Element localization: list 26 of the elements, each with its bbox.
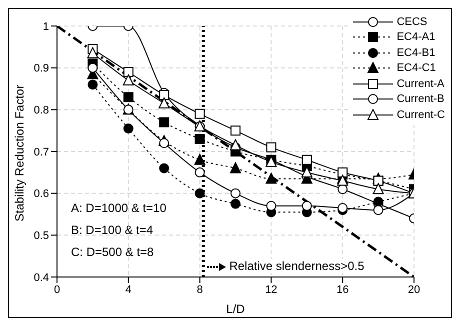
- y-tick-label: 0.9: [34, 62, 49, 75]
- y-axis-title: Stability Reduction Factor: [12, 84, 26, 222]
- annotation: Relative slenderness>0.5: [229, 259, 364, 273]
- x-tick-label: 16: [336, 284, 349, 296]
- y-tick-label: 0.6: [34, 188, 49, 200]
- legend-label: Current-A: [396, 78, 444, 90]
- y-tick-label: 0.7: [34, 146, 49, 158]
- legend-label: EC4-B1: [396, 46, 436, 59]
- y-tick-label: 0.8: [34, 104, 49, 117]
- y-tick-label: 0.5: [34, 230, 49, 242]
- legend-label: EC4-A1: [396, 31, 436, 44]
- x-tick-label: 12: [265, 284, 278, 296]
- x-axis-title: L/D: [226, 302, 246, 316]
- y-tick-label: 1: [42, 20, 49, 33]
- legend-label: EC4-C1: [396, 62, 436, 74]
- x-tick-label: 8: [196, 284, 203, 296]
- legend-label: Current-C: [396, 108, 445, 121]
- y-tick-label: 0.4: [34, 272, 49, 284]
- legend-label: Current-B: [396, 93, 444, 106]
- x-tick-label: 4: [125, 284, 132, 296]
- annotation: C: D=500 & t=8: [71, 245, 154, 259]
- annotation: B: D=100 & t=4: [71, 223, 154, 237]
- x-tick-label: 0: [54, 284, 60, 296]
- annotation: A: D=1000 & t=10: [71, 201, 166, 215]
- legend-label: CECS: [396, 16, 428, 28]
- x-tick-label: 20: [408, 284, 420, 296]
